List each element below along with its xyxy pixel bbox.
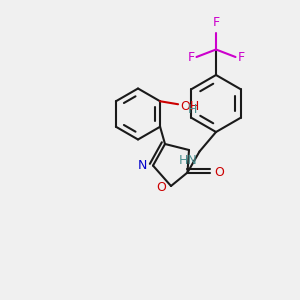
Text: HN: HN <box>179 154 198 167</box>
Text: OH: OH <box>181 100 200 113</box>
Text: F: F <box>237 50 244 64</box>
Text: N: N <box>138 159 148 172</box>
Text: O: O <box>156 181 166 194</box>
Text: O: O <box>214 166 224 179</box>
Text: F: F <box>188 50 195 64</box>
Text: F: F <box>212 16 220 28</box>
Text: H: H <box>188 103 197 116</box>
